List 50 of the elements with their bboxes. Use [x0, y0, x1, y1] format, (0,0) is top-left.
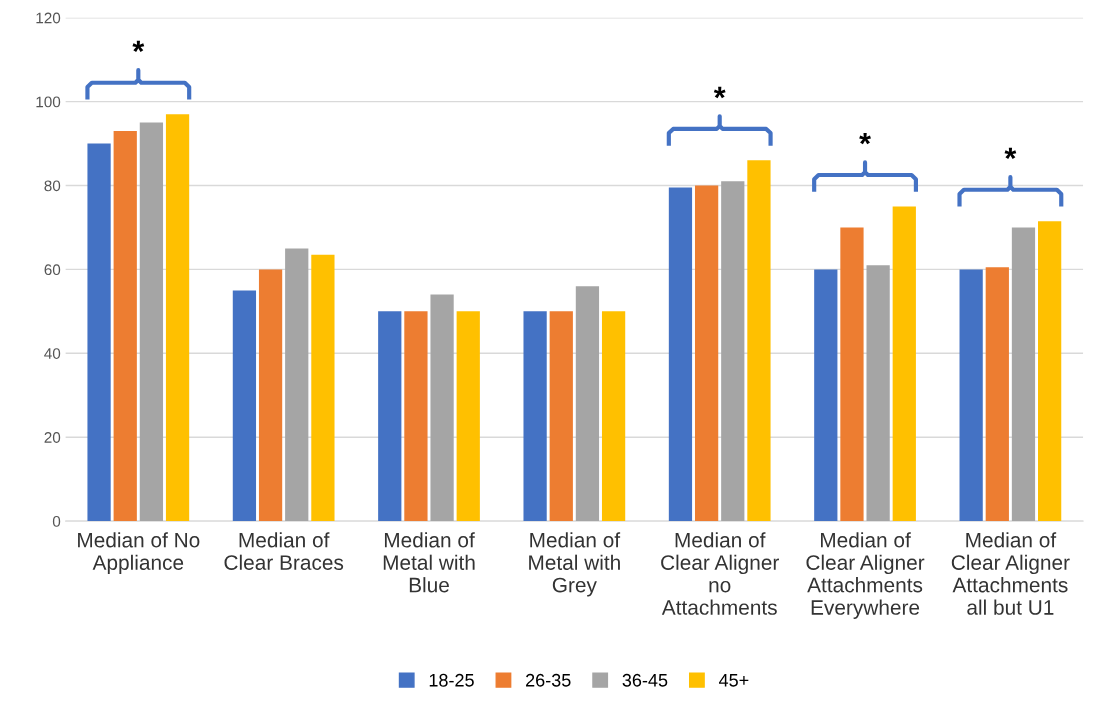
x-tick-label: Median of No Appliance [78, 532, 200, 575]
bar [378, 311, 402, 522]
bar [747, 160, 771, 522]
bar [959, 269, 983, 522]
x-tick-label: Median of Metal with Blue [383, 532, 475, 593]
bar [113, 130, 137, 522]
bar [456, 311, 480, 522]
bar [285, 248, 309, 522]
x-tick-label: Median of Metal with Grey [529, 532, 621, 597]
bar [139, 122, 164, 522]
legend-label: 36-45 [622, 673, 668, 687]
y-tick-label: 120 [36, 12, 61, 24]
legend-label: 26-35 [526, 673, 571, 687]
bar [232, 290, 257, 522]
y-tick-label: 80 [44, 180, 61, 192]
bar [721, 181, 745, 522]
bar [258, 269, 283, 522]
bar [694, 185, 719, 522]
y-tick-label: 0 [52, 515, 61, 527]
bar [1011, 227, 1036, 522]
bar [575, 286, 600, 522]
x-tick-label: Median of Clear Aligner Attachments all but U1 [951, 532, 1070, 615]
bar [311, 254, 335, 522]
bar [404, 311, 428, 522]
bar [601, 311, 626, 522]
bar [87, 143, 111, 522]
y-tick-label: 40 [44, 348, 61, 359]
y-tick-label: 60 [44, 264, 61, 276]
bar [165, 114, 190, 522]
bar [549, 311, 573, 522]
bar [866, 265, 890, 522]
legend-label: 45+ [718, 674, 749, 687]
bar [523, 311, 547, 522]
legend-label: 18-25 [429, 673, 474, 687]
x-tick-label: Median of Clear Braces [224, 532, 344, 570]
bar [892, 206, 916, 522]
x-tick-label: Median of Clear Aligner no Attachments [661, 532, 779, 615]
annotation: * [132, 40, 145, 53]
y-tick-label: 20 [44, 432, 61, 443]
bar [1038, 221, 1062, 522]
y-tick-label: 100 [36, 96, 61, 108]
bar [814, 269, 838, 522]
annotation: * [1004, 147, 1017, 160]
annotation: * [713, 86, 726, 99]
x-tick-label: Median of Clear Aligner Attachments Everywhere [806, 532, 925, 619]
bar [985, 267, 1009, 522]
bar [430, 294, 454, 522]
bar [840, 227, 864, 522]
bar [668, 187, 693, 522]
annotation: * [859, 132, 871, 145]
